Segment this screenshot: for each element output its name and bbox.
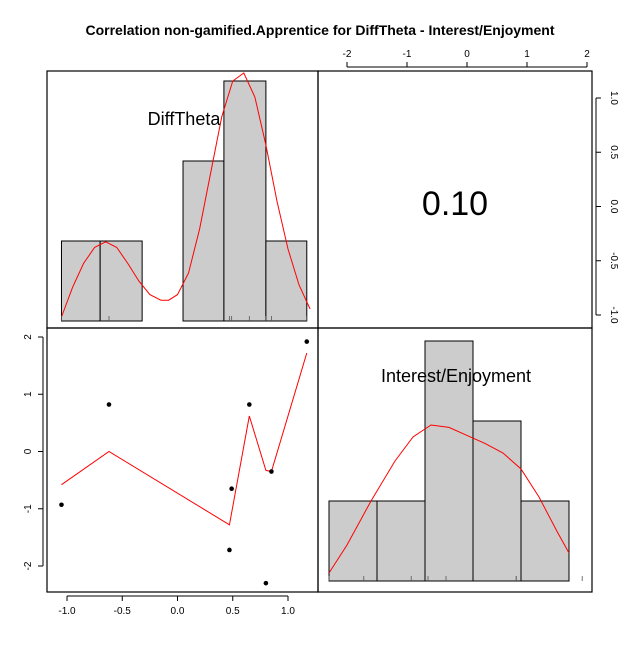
difftheta-histogram-panel [60,72,311,322]
left-y-tick-label: 0 [23,448,34,454]
top-x-tick-label: -2 [343,49,352,60]
scatter-point [247,402,252,407]
right-y-tick-label: 1.0 [608,91,619,105]
bottom-x-tick-label: -1.0 [58,606,76,617]
panel-border-bl [46,327,319,593]
scatter-point [227,547,232,553]
interest-hist-bar [472,420,522,582]
interest-histogram-panel [328,340,583,582]
interest-enjoyment-label: Interest/Enjoyment [381,366,531,386]
right-y-tick-label: -1.0 [608,306,619,324]
bottom-x-tick-label: -0.5 [114,606,132,617]
bottom-x-tick-label: 0.0 [171,606,185,617]
difftheta-hist-bar [265,240,308,322]
top-x-tick-label: -1 [403,49,412,60]
scatter-point [59,502,64,508]
right-y-tick-label: 0.0 [608,200,619,214]
interest-density-curve [328,424,570,574]
top-x-tick-label: 1 [524,49,530,60]
scatter-point [229,486,234,492]
left-y-tick-label: 2 [23,334,34,340]
left-y-tick-label: 1 [23,391,34,397]
right-y-tick-label: -0.5 [608,252,619,270]
scatter-point [269,469,274,474]
difftheta-density-curve [61,72,311,318]
scatter-smooth-line [61,352,308,526]
correlation-value: 0.10 [422,185,488,223]
chart-title: Correlation non-gamified.Apprentice for … [85,22,554,38]
interest-hist-bar [328,500,378,582]
right-y-tick-label: 0.5 [608,145,619,159]
left-y-tick-label: -1 [23,504,34,513]
difftheta-hist-bar [60,240,101,322]
scatter-point [263,580,269,586]
scatter-panel [59,339,310,586]
scatter-point [304,339,310,344]
bottom-x-tick-label: 1.0 [281,606,295,617]
top-x-tick-label: 0 [464,49,470,60]
interest-hist-bar [424,340,474,582]
top-x-tick-label: 2 [584,49,590,60]
difftheta-hist-bar [223,80,267,322]
left-y-tick-label: -2 [23,561,34,570]
interest-hist-bar [376,500,426,582]
panel-border-br [317,327,593,593]
bottom-x-tick-label: 0.5 [226,606,240,617]
scatter-point [106,402,112,407]
difftheta-hist-bar [182,160,225,322]
interest-hist-bar [520,500,570,582]
difftheta-label: DiffTheta [148,109,222,129]
